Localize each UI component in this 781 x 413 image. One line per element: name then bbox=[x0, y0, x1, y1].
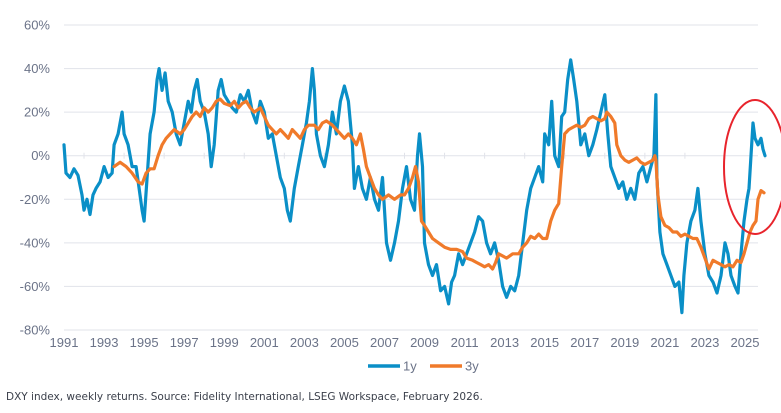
x-tick-label: 2007 bbox=[370, 335, 399, 350]
legend-label-3y: 3y bbox=[465, 359, 479, 374]
x-axis: 1991 1993 1995 1997 1999 2001 2003 2005 2007 2009… bbox=[50, 335, 760, 350]
x-tick-label: 2001 bbox=[250, 335, 279, 350]
series-line-3y bbox=[112, 97, 766, 271]
x-tick-label: 2019 bbox=[610, 335, 639, 350]
y-tick-label: -40% bbox=[20, 235, 51, 250]
gridlines bbox=[64, 24, 766, 331]
series-lines bbox=[62, 58, 767, 315]
x-tick-label: 2011 bbox=[451, 335, 479, 350]
y-tick-label: -60% bbox=[20, 279, 51, 294]
y-axis: 60% 40% 20% 0% -20% -40% -60% -80% bbox=[20, 18, 51, 338]
x-tick-label: 2003 bbox=[290, 335, 319, 350]
source-footnote: DXY index, weekly returns. Source: Fidel… bbox=[6, 391, 483, 403]
series-line-1y bbox=[62, 58, 767, 315]
x-tick-label: 1995 bbox=[130, 335, 159, 350]
y-tick-label: 40% bbox=[24, 61, 50, 76]
y-tick-label: -80% bbox=[20, 323, 51, 338]
y-tick-label: 60% bbox=[24, 18, 50, 33]
x-tick-label: 2017 bbox=[570, 335, 599, 350]
y-tick-label: 0% bbox=[31, 148, 50, 163]
x-tick-label: 2023 bbox=[690, 335, 719, 350]
x-tick-label: 1999 bbox=[210, 335, 239, 350]
legend: 1y 3y bbox=[368, 359, 479, 374]
x-tick-label: 2013 bbox=[490, 335, 519, 350]
x-tick-label: 2015 bbox=[530, 335, 559, 350]
x-tick-label: 1991 bbox=[50, 335, 79, 350]
highlight-ellipse bbox=[723, 99, 781, 235]
x-tick-label: 2009 bbox=[410, 335, 439, 350]
legend-label-1y: 1y bbox=[403, 359, 417, 374]
x-tick-label: 1997 bbox=[170, 335, 199, 350]
x-tick-label: 2025 bbox=[731, 335, 760, 350]
x-tick-label: 2021 bbox=[650, 335, 679, 350]
y-tick-label: -20% bbox=[20, 192, 51, 207]
x-tick-label: 2005 bbox=[330, 335, 359, 350]
x-tick-label: 1993 bbox=[90, 335, 119, 350]
y-tick-label: 20% bbox=[24, 105, 50, 120]
